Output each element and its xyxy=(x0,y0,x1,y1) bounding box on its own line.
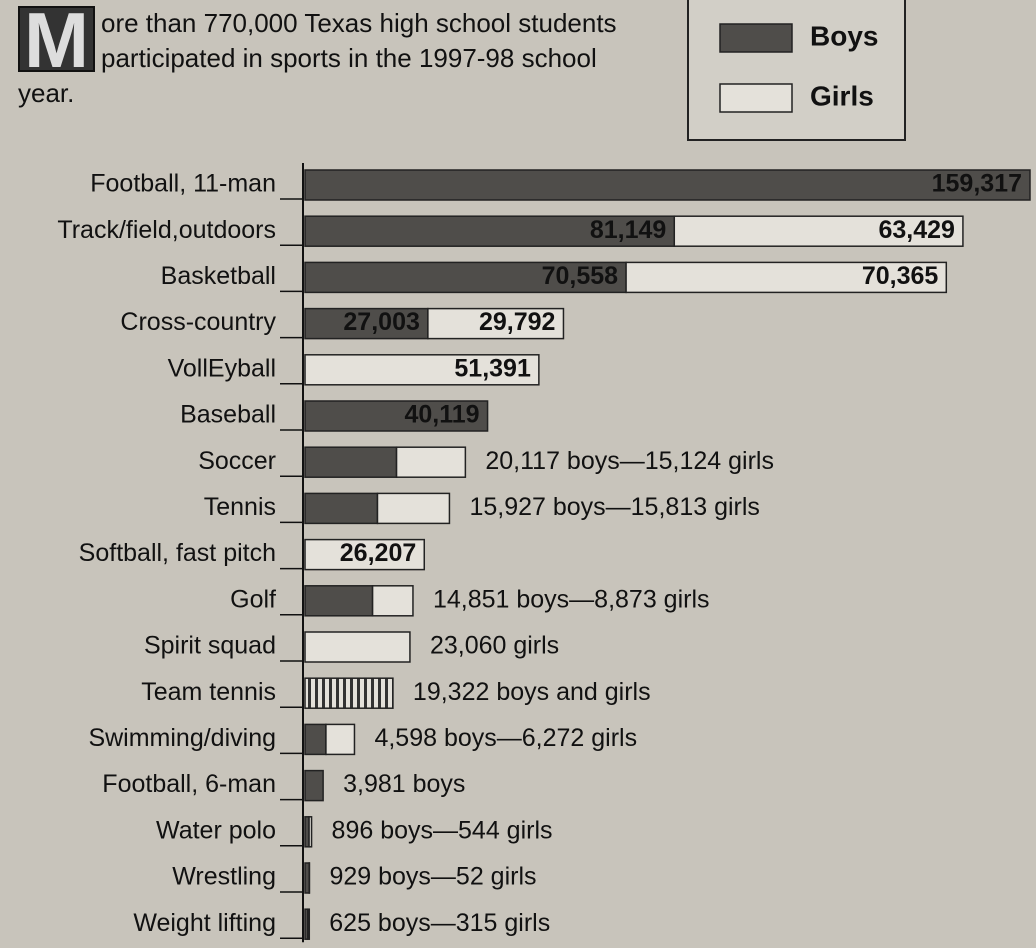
annotation: 625 boys—315 girls xyxy=(329,909,550,937)
value-label: 63,429 xyxy=(878,216,954,244)
legend-label: Boys xyxy=(810,20,878,51)
bar-segment xyxy=(305,632,410,662)
category-label: Softball, fast pitch xyxy=(79,539,276,567)
category-label: Spirit squad xyxy=(144,632,276,660)
bar-segment xyxy=(305,493,377,523)
category-label: VollEyball xyxy=(168,354,276,382)
value-label: 26,207 xyxy=(340,539,416,567)
value-label: 27,003 xyxy=(343,308,419,336)
bar-segment xyxy=(305,586,373,616)
bar-segment xyxy=(373,586,413,616)
bar-segment xyxy=(308,909,309,939)
bar-segment xyxy=(305,170,1030,200)
annotation: 20,117 boys—15,124 girls xyxy=(485,447,774,475)
value-label: 40,119 xyxy=(404,401,479,429)
legend-swatch xyxy=(720,24,792,52)
category-label: Baseball xyxy=(180,401,276,429)
bar-segment xyxy=(305,724,326,754)
category-label: Football, 11-man xyxy=(90,170,276,198)
category-label: Weight lifting xyxy=(133,909,276,937)
category-label: Swimming/diving xyxy=(88,724,276,752)
annotation: 929 boys—52 girls xyxy=(329,863,536,891)
annotation: 896 boys—544 girls xyxy=(332,816,553,844)
category-label: Team tennis xyxy=(141,678,276,706)
annotation: 3,981 boys xyxy=(343,770,465,798)
annotation: 14,851 boys—8,873 girls xyxy=(433,585,710,613)
legend-swatch xyxy=(720,84,792,112)
value-label: 81,149 xyxy=(590,216,666,244)
category-label: Water polo xyxy=(156,816,276,844)
category-label: Cross-country xyxy=(120,308,276,336)
value-label: 70,558 xyxy=(542,262,619,290)
category-label: Tennis xyxy=(204,493,276,521)
annotation: 23,060 girls xyxy=(430,632,559,660)
category-label: Football, 6-man xyxy=(102,770,276,798)
category-label: Basketball xyxy=(161,262,276,290)
chart-title: More than 770,000 Texas high school stud… xyxy=(18,6,618,111)
category-label: Golf xyxy=(230,585,276,613)
bar-segment xyxy=(377,493,449,523)
bar-segment xyxy=(305,771,323,801)
page: Boys Girls Football, 11-man 159,317 Track/fi… xyxy=(0,0,1036,948)
bar-segment xyxy=(305,447,397,477)
bar-segment xyxy=(309,817,311,847)
annotation: 15,927 boys—15,813 girls xyxy=(469,493,759,521)
legend-label: Girls xyxy=(810,80,874,111)
bar-segment xyxy=(397,447,466,477)
bar-segment xyxy=(326,724,355,754)
bar-segment xyxy=(305,678,393,708)
value-label: 70,365 xyxy=(862,262,939,290)
value-label: 159,317 xyxy=(932,170,1022,198)
category-label: Wrestling xyxy=(172,863,276,891)
annotation: 4,598 boys—6,272 girls xyxy=(374,724,637,752)
value-label: 29,792 xyxy=(479,308,555,336)
value-label: 51,391 xyxy=(454,354,531,382)
chart: Boys Girls Football, 11-man 159,317 Track/fi… xyxy=(0,0,1036,948)
category-label: Soccer xyxy=(198,447,276,475)
annotation: 19,322 boys and girls xyxy=(413,678,651,706)
category-label: Track/field,outdoors xyxy=(57,216,276,244)
